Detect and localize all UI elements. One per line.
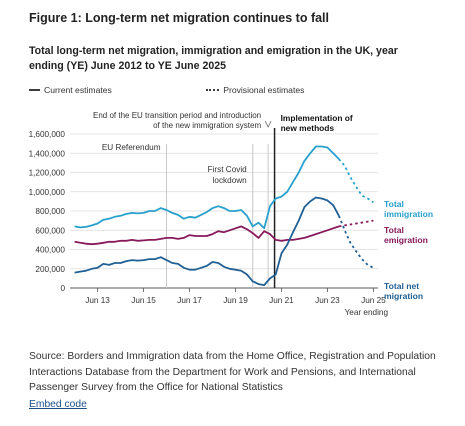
source-note: Source: Borders and Immigration data fro… bbox=[29, 351, 436, 393]
legend-provisional: Provisional estimates bbox=[206, 85, 304, 95]
series-label-immigration: immigration bbox=[384, 209, 433, 219]
y-tick-label: 1,200,000 bbox=[29, 169, 66, 178]
x-tick-label: Jun 19 bbox=[223, 296, 248, 305]
new-methods-label: new methods bbox=[281, 123, 335, 133]
series-line-immigration-provisional bbox=[338, 158, 374, 204]
x-tick-label: Jun 21 bbox=[269, 296, 294, 305]
y-tick-label: 200,000 bbox=[35, 265, 65, 274]
covid-lockdown-label: First Covid bbox=[208, 165, 248, 174]
legend-provisional-label: Provisional estimates bbox=[223, 85, 305, 95]
x-axis-label: Year ending bbox=[345, 308, 389, 317]
y-tick-label: 1,600,000 bbox=[29, 130, 66, 139]
legend-current: Current estimates bbox=[29, 85, 112, 95]
x-tick-label: Jun 23 bbox=[315, 296, 340, 305]
series-line-net-provisional bbox=[338, 215, 374, 269]
transition-label: End of the EU transition period and intr… bbox=[93, 111, 261, 120]
y-tick-label: 800,000 bbox=[35, 207, 65, 216]
transition-label: of the new immigration system bbox=[153, 121, 261, 130]
covid-lockdown-label: lockdown bbox=[213, 176, 248, 185]
series-line-emigration-provisional bbox=[338, 219, 374, 228]
legend: Current estimates Provisional estimates bbox=[29, 83, 396, 95]
y-tick-label: 600,000 bbox=[35, 226, 65, 235]
x-tick-label: Jun 25 bbox=[361, 296, 386, 305]
series-line-net bbox=[74, 196, 340, 286]
solid-line-icon bbox=[29, 89, 40, 91]
new-methods-label: Implementation of bbox=[281, 113, 353, 123]
dotted-line-icon bbox=[206, 89, 220, 91]
series-label-emigration: Total bbox=[384, 225, 404, 235]
series-label-net: migration bbox=[384, 291, 423, 301]
series-label-net: Total net bbox=[384, 281, 419, 291]
embed-code-link[interactable]: Embed code bbox=[29, 399, 87, 410]
series-label-immigration: Total bbox=[384, 199, 404, 209]
x-tick-label: Jun 13 bbox=[85, 296, 110, 305]
x-tick-label: Jun 15 bbox=[131, 296, 156, 305]
x-tick-label: Jun 17 bbox=[177, 296, 202, 305]
series-line-emigration bbox=[74, 225, 340, 246]
y-tick-label: 400,000 bbox=[35, 246, 65, 255]
transition-arrow-icon bbox=[264, 120, 272, 128]
figure-subtitle: Total long-term net migration, immigrati… bbox=[29, 45, 398, 72]
y-tick-label: 1,400,000 bbox=[29, 149, 66, 158]
figure-title: Figure 1: Long-term net migration contin… bbox=[29, 11, 330, 25]
y-tick-label: 1,000,000 bbox=[29, 188, 66, 197]
series-line-immigration bbox=[74, 145, 340, 230]
line-chart: 0 200,000 400,000 600,000 800,000 1,000,000 1,… bbox=[29, 111, 434, 317]
eu-referendum-label: EU Referendum bbox=[102, 143, 161, 152]
series-label-emigration: emigration bbox=[384, 235, 428, 245]
y-tick-label: 0 bbox=[60, 284, 65, 293]
legend-current-label: Current estimates bbox=[44, 85, 112, 95]
